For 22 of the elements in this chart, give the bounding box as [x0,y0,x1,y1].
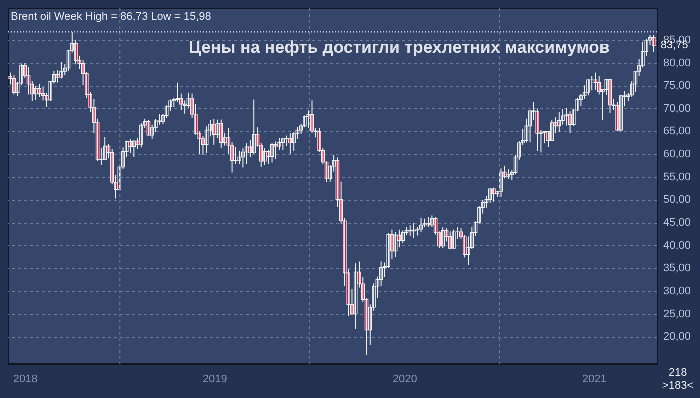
y-tick-label: 75,00 [664,80,692,92]
text: Цены на нефть достигли трехлетних максимумов [188,38,610,57]
y-tick-label: 45,00 [664,217,692,230]
x-tick-label: 2018 [13,374,38,386]
x-tick-label: 2020 [392,374,418,386]
candlestick [506,169,510,180]
chart-title: Brent oil Week High = 86,73 Low = 15,98 [11,11,212,23]
x-tick-label: 2019 [202,374,228,386]
x-tick-label: 2021 [582,374,607,386]
y-tick-label: 25,00 [664,308,692,320]
y-tick-label: 55,00 [664,171,692,184]
y-tick-label: 20,00 [664,331,692,344]
y-tick-label: 50,00 [664,194,692,206]
y-tick-label: 60,00 [664,148,692,161]
text: >183< [662,380,694,392]
y-tick-label: 35,00 [664,262,692,275]
y-tick-label: 40,00 [664,240,692,252]
y-tick-label: 70,00 [664,102,692,115]
y-tick-label: 30,00 [664,285,692,298]
y-tick-label: 80,00 [664,57,692,70]
text: 218 [668,367,688,379]
y-tick-label: 65,00 [664,126,692,138]
